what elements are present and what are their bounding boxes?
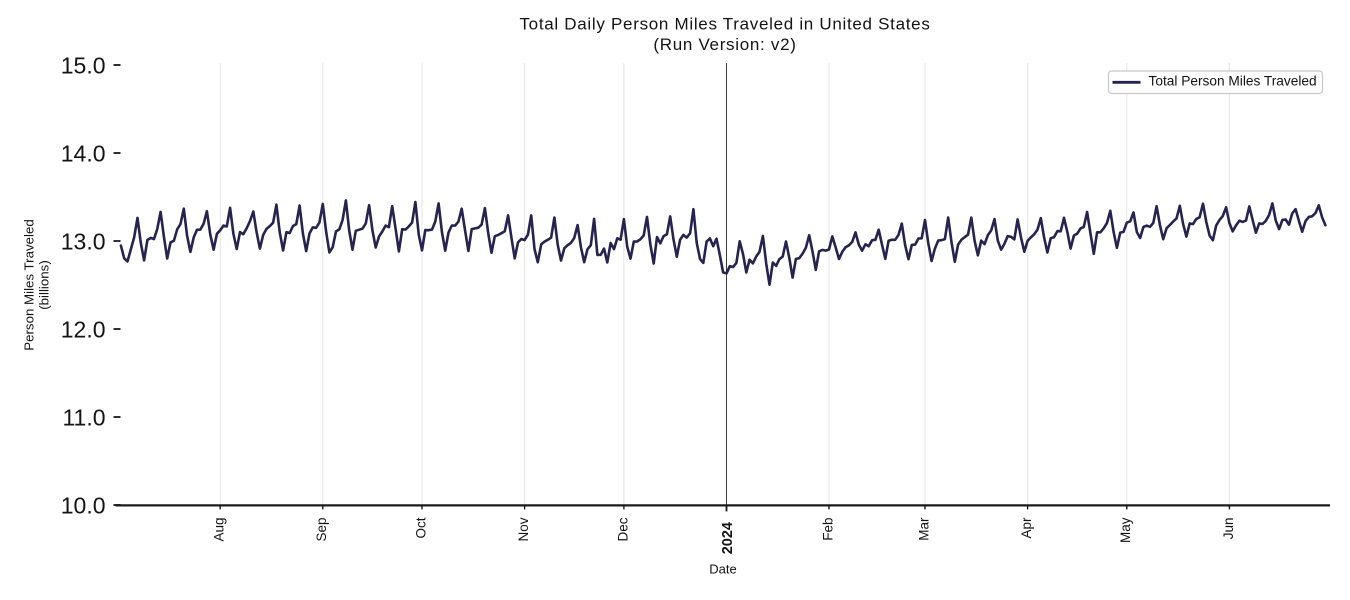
svg-text:10.0: 10.0 bbox=[61, 492, 106, 518]
svg-text:13.0: 13.0 bbox=[61, 228, 106, 254]
svg-text:Apr: Apr bbox=[1019, 517, 1034, 539]
svg-text:Feb: Feb bbox=[820, 518, 835, 541]
svg-text:Nov: Nov bbox=[516, 517, 531, 541]
svg-text:Aug: Aug bbox=[212, 518, 227, 542]
svg-text:Date: Date bbox=[709, 562, 736, 577]
svg-text:Sep: Sep bbox=[314, 518, 329, 542]
svg-text:Mar: Mar bbox=[916, 517, 931, 541]
svg-text:May: May bbox=[1118, 517, 1133, 543]
svg-text:(Run Version: v2): (Run Version: v2) bbox=[653, 35, 796, 54]
svg-text:12.0: 12.0 bbox=[61, 316, 106, 342]
svg-text:Person Miles Traveled: Person Miles Traveled bbox=[22, 219, 37, 351]
svg-text:Total Person Miles Traveled: Total Person Miles Traveled bbox=[1149, 74, 1317, 89]
svg-text:Total Daily Person Miles Trave: Total Daily Person Miles Traveled in Uni… bbox=[519, 15, 930, 34]
svg-text:11.0: 11.0 bbox=[62, 404, 105, 430]
svg-text:Dec: Dec bbox=[615, 517, 630, 541]
svg-text:Jun: Jun bbox=[1221, 518, 1236, 540]
svg-text:(billions): (billions) bbox=[37, 260, 52, 310]
svg-text:14.0: 14.0 bbox=[61, 140, 106, 166]
svg-text:Oct: Oct bbox=[413, 517, 428, 538]
svg-text:2024: 2024 bbox=[720, 522, 736, 554]
svg-text:15.0: 15.0 bbox=[61, 52, 106, 78]
